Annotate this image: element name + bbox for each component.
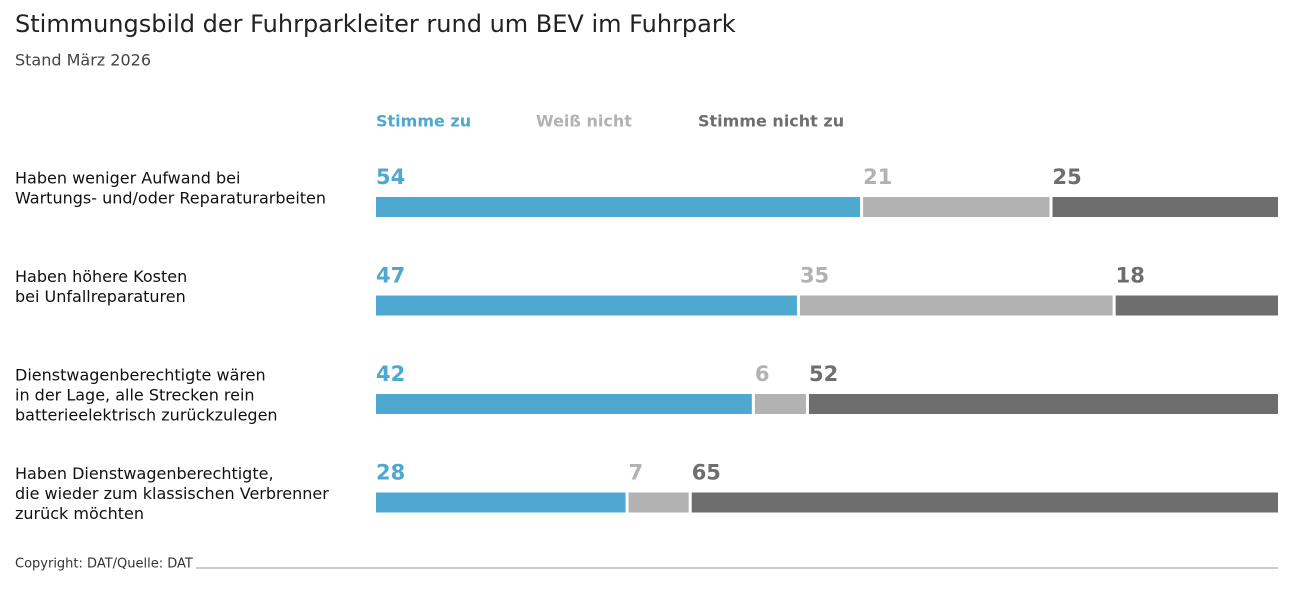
category-label: Dienstwagenberechtigte wären	[15, 366, 266, 385]
category-label: in der Lage, alle Strecken rein	[15, 386, 255, 405]
category-label: Wartungs- und/oder Reparaturarbeiten	[15, 189, 326, 208]
legend-label: Weiß nicht	[536, 112, 632, 131]
legend-label: Stimme zu	[376, 112, 471, 131]
value-label: 42	[376, 362, 405, 386]
source: Copyright: DAT/Quelle: DAT	[15, 557, 193, 572]
bar-segment	[808, 394, 1278, 414]
legend-label: Stimme nicht zu	[698, 112, 844, 131]
bar-segment	[1115, 295, 1278, 316]
value-label: 28	[376, 461, 405, 485]
category-label: Haben höhere Kosten	[15, 267, 187, 286]
category-label: die wieder zum klassischen Verbrenner	[15, 484, 329, 503]
bar-segment	[754, 394, 806, 414]
bar-segment	[376, 492, 626, 513]
category-label: zurück möchten	[15, 504, 144, 523]
bar-segment	[691, 492, 1278, 513]
bar-segment	[1052, 197, 1278, 217]
value-label: 65	[692, 461, 721, 485]
value-label: 25	[1053, 165, 1082, 189]
bar-segment	[863, 197, 1050, 217]
category-label: batterieelektrisch zurückzulegen	[15, 406, 278, 425]
value-label: 21	[863, 165, 892, 189]
value-label: 54	[376, 165, 405, 189]
bar-segment	[376, 394, 752, 414]
value-label: 18	[1116, 264, 1145, 288]
value-label: 7	[629, 461, 644, 485]
value-label: 52	[809, 362, 838, 386]
bar-segment	[799, 295, 1113, 316]
value-label: 6	[755, 362, 770, 386]
value-label: 35	[800, 264, 829, 288]
chart-title: Stimmungsbild der Fuhrparkleiter rund um…	[15, 10, 736, 38]
chart-subtitle: Stand März 2026	[15, 51, 151, 70]
category-label: Haben Dienstwagenberechtigte,	[15, 464, 274, 483]
value-label: 47	[376, 264, 405, 288]
category-label: Haben weniger Aufwand bei	[15, 169, 240, 188]
bar-segment	[628, 492, 689, 513]
category-label: bei Unfallreparaturen	[15, 287, 186, 306]
bar-segment	[376, 295, 797, 316]
bar-segment	[376, 197, 861, 217]
